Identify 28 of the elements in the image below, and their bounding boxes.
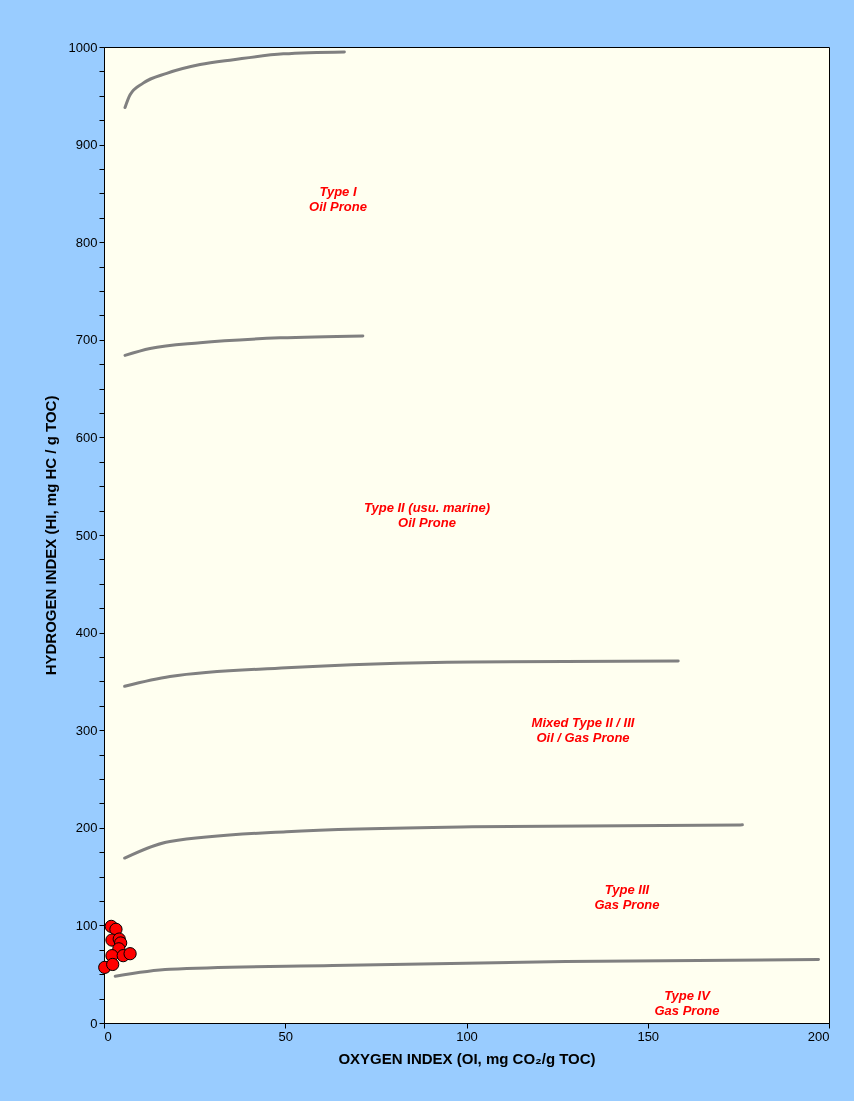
annotation: Mixed Type II / III Oil / Gas Prone xyxy=(531,715,635,745)
annotation: Type III Gas Prone xyxy=(594,882,660,912)
x-axis-title: OXYGEN INDEX (OI, mg CO₂/g TOC) xyxy=(338,1049,596,1067)
y-tick-label: 300 xyxy=(75,722,98,738)
y-tick-label: 200 xyxy=(75,820,98,836)
x-tick-label: 100 xyxy=(456,1028,478,1044)
line-series xyxy=(113,958,820,978)
y-tick-label: 0 xyxy=(90,1015,98,1031)
annotation: Type IV Gas Prone xyxy=(654,988,720,1018)
y-tick-label: 500 xyxy=(75,527,98,543)
line-series xyxy=(123,50,346,110)
x-tick-label: 200 xyxy=(807,1028,830,1044)
x-tick-label: 150 xyxy=(637,1028,660,1044)
line-series xyxy=(123,823,744,860)
y-tick-label: 400 xyxy=(75,625,98,641)
y-tick-label: 1000 xyxy=(68,39,98,55)
annotation: Type II (usu. marine) Oil Prone xyxy=(364,500,490,530)
y-tick-label: 700 xyxy=(75,332,98,348)
annotation: Type I Oil Prone xyxy=(309,184,367,214)
y-tick-label: 600 xyxy=(75,429,98,445)
y-axis-title: HYDROGEN INDEX (HI, mg HC / g TOC) xyxy=(41,395,59,676)
y-tick-label: 900 xyxy=(75,137,98,153)
y-tick-label: 800 xyxy=(75,234,98,250)
line-series xyxy=(123,659,680,688)
x-tick-label: 50 xyxy=(278,1028,293,1044)
line-series xyxy=(123,334,365,357)
y-tick-label: 100 xyxy=(75,917,98,933)
x-tick-label: 0 xyxy=(104,1028,112,1044)
